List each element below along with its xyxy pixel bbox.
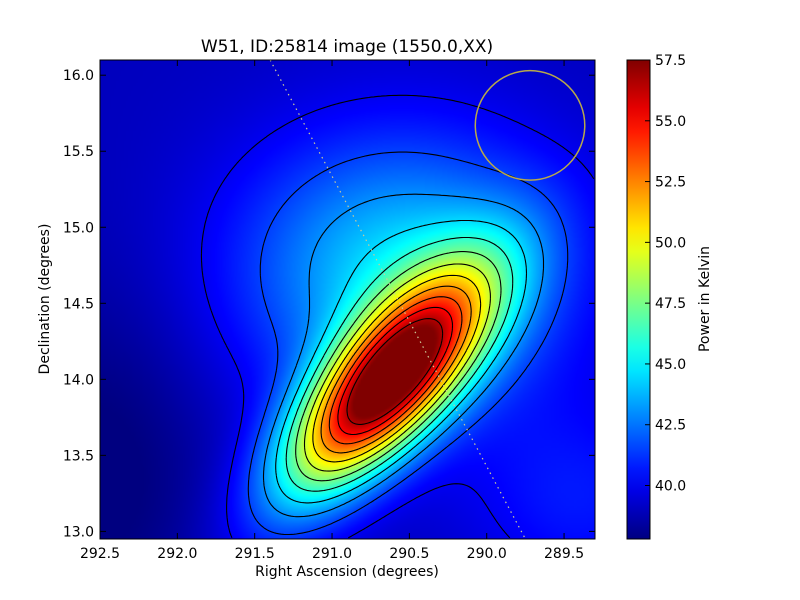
- plot-area: [99, 59, 596, 540]
- contour-line: [200, 94, 595, 539]
- contour-line: [247, 151, 569, 536]
- x-tick-label: 291.5: [235, 546, 275, 562]
- contour-line: [262, 193, 545, 518]
- colorbar: 40.0 42.5 45.0 47.5 50.0 52.5 55.0 57.5 Power i…: [626, 53, 713, 540]
- x-tick-label: 289.5: [544, 546, 584, 562]
- y-tick-label: 15.5: [63, 144, 94, 160]
- y-tick-label: 15.0: [63, 220, 94, 236]
- y-tick-label: 13.0: [63, 524, 94, 540]
- colorbar-fill: [626, 59, 651, 540]
- colorbar-tick-label: 52.5: [655, 175, 686, 191]
- x-tick-label: 291.0: [312, 546, 352, 562]
- colorbar-tick-label: 55.0: [655, 114, 686, 130]
- y-tick-label: 13.5: [63, 448, 94, 464]
- heatmap-image: [100, 60, 595, 539]
- plot-frame: [99, 59, 596, 540]
- x-tick-label: 292.0: [157, 546, 197, 562]
- colorbar-label: Power in Kelvin: [697, 246, 713, 352]
- y-tick-label: 14.5: [63, 296, 94, 312]
- colorbar-tick-label: 45.0: [655, 357, 686, 373]
- x-tick-label: 290.5: [389, 546, 429, 562]
- contour-line: [320, 285, 472, 454]
- contour-line: [337, 306, 454, 436]
- contour-line: [328, 296, 463, 445]
- colorbar-tick-label: 50.0: [655, 235, 686, 251]
- contour-line: [303, 263, 491, 472]
- galactic-plane-track: [269, 60, 526, 539]
- colorbar-tick-label: 40.0: [655, 479, 686, 495]
- y-tick-label: 14.0: [63, 372, 94, 388]
- colorbar-tick-label: 42.5: [655, 418, 686, 434]
- beam-circle: [474, 69, 586, 181]
- y-tick-label: 16.0: [63, 68, 94, 84]
- x-axis-label: Right Ascension (degrees): [255, 564, 439, 580]
- chart-title: W51, ID:25814 image (1550.0,XX): [201, 37, 493, 57]
- contour-lines: [200, 94, 595, 539]
- contour-line: [295, 251, 502, 482]
- x-tick-label: 292.5: [80, 546, 120, 562]
- x-axis: 292.5 292.0 291.5 291.0 290.5 290.0 289.5: [80, 60, 584, 562]
- colorbar-tick-label: 57.5: [655, 53, 686, 69]
- colorbar-ticks: 40.0 42.5 45.0 47.5 50.0 52.5 55.0 57.5: [645, 53, 686, 495]
- contour-line: [275, 219, 528, 504]
- contour-line: [346, 318, 444, 425]
- y-axis: 13.0 13.5 14.0 14.5 15.0 15.5 16.0: [63, 68, 595, 540]
- x-tick-label: 290.0: [467, 546, 507, 562]
- contour-line: [312, 274, 482, 463]
- colorbar-tick-label: 47.5: [655, 296, 686, 312]
- y-axis-label: Declination (degrees): [37, 224, 53, 375]
- contour-line: [285, 236, 514, 492]
